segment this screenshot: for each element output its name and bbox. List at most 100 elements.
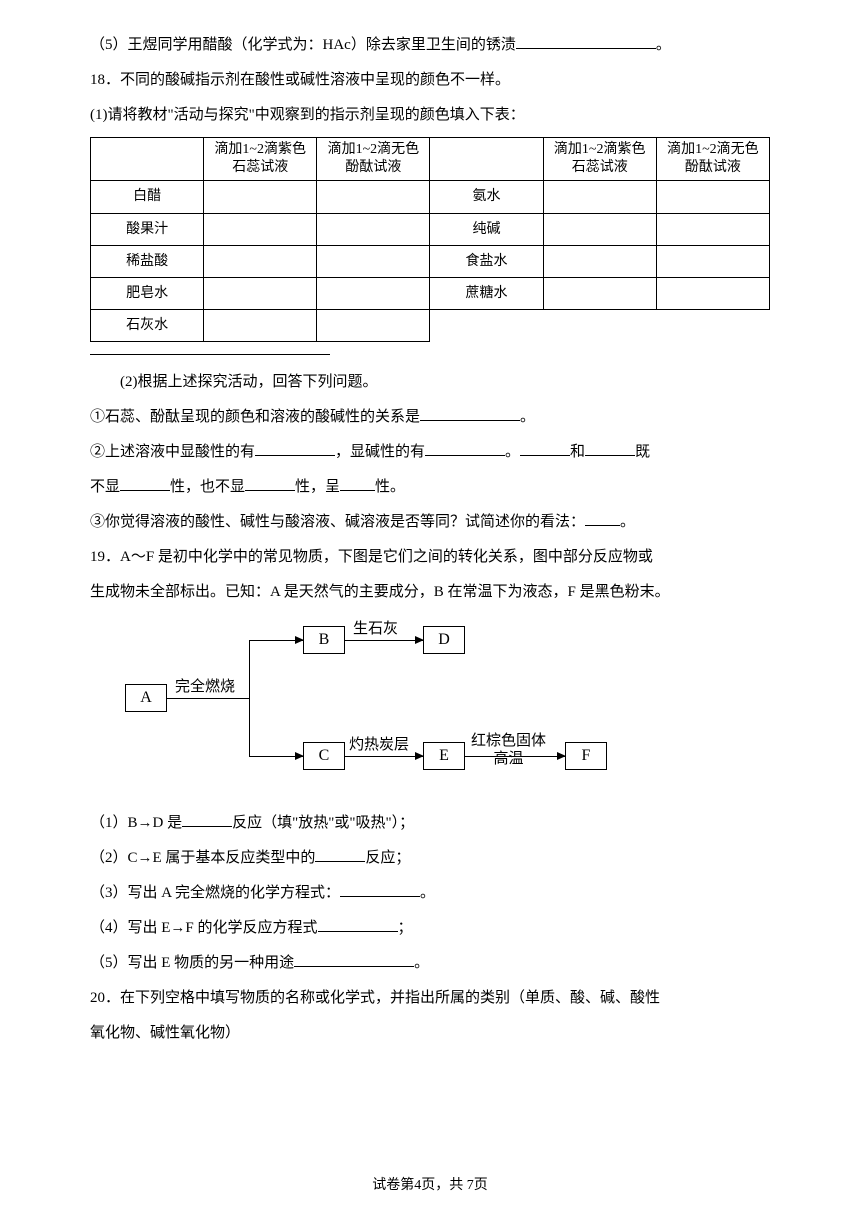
blank-input[interactable]	[340, 476, 375, 491]
q18-2: (2)根据上述探究活动，回答下列问题。	[90, 369, 770, 396]
blank-input[interactable]	[425, 441, 505, 456]
cell-input[interactable]	[317, 310, 430, 342]
page-footer: 试卷第4页，共 7页	[0, 1173, 860, 1198]
cell-juice: 酸果汁	[91, 213, 204, 245]
blank-input[interactable]	[182, 812, 232, 827]
blank-input[interactable]	[585, 511, 620, 526]
blank-input[interactable]	[315, 847, 365, 862]
cell-input[interactable]	[543, 213, 656, 245]
blank-input[interactable]	[318, 917, 398, 932]
th-phenol-1: 滴加1~2滴无色酚酞试液	[317, 138, 430, 181]
cell-input[interactable]	[204, 277, 317, 309]
q18-2-2-i: 性。	[375, 479, 405, 495]
cell-salt: 食盐水	[430, 245, 543, 277]
cell-hcl: 稀盐酸	[91, 245, 204, 277]
table-row: 酸果汁 纯碱	[91, 213, 770, 245]
cell-lime: 石灰水	[91, 310, 204, 342]
cell-sugar: 蔗糖水	[430, 277, 543, 309]
node-f: F	[565, 742, 607, 770]
q18-2-2-c: 。	[505, 444, 520, 460]
q18-2-2-e: 既	[635, 444, 650, 460]
q19-3-a: （3）写出 A 完全燃烧的化学方程式：	[90, 885, 340, 901]
cell-soda: 纯碱	[430, 213, 543, 245]
cell-input[interactable]	[543, 245, 656, 277]
cell-input[interactable]	[204, 310, 317, 342]
blank-input[interactable]	[255, 441, 335, 456]
node-d: D	[423, 626, 465, 654]
cell-input[interactable]	[317, 245, 430, 277]
cell-input[interactable]	[204, 245, 317, 277]
q18-2-2-f: 不显	[90, 479, 120, 495]
table-row: 稀盐酸 食盐水	[91, 245, 770, 277]
edge-arrow	[249, 756, 303, 757]
diagram-container: A 完全燃烧 B 生石灰 D C 灼热炭层 E 红棕色固体 高温 F	[125, 616, 770, 796]
cell-input[interactable]	[204, 181, 317, 213]
cell-input[interactable]	[656, 245, 769, 277]
label-lime: 生石灰	[353, 616, 398, 643]
cell-input[interactable]	[656, 181, 769, 213]
table-row: 白醋 氨水	[91, 181, 770, 213]
q19-4-a: （4）写出 E→F 的化学反应方程式	[90, 920, 318, 936]
q19-1-a: （1）B→D 是	[90, 815, 182, 831]
q17-5-blank[interactable]	[516, 34, 656, 49]
th-litmus-1: 滴加1~2滴紫色石蕊试液	[204, 138, 317, 181]
q18-2-2-d: 和	[570, 444, 585, 460]
cell-input[interactable]	[317, 181, 430, 213]
th-blank-2	[430, 138, 543, 181]
blank-input[interactable]	[245, 476, 295, 491]
q19-4-b: ；	[398, 920, 413, 936]
divider-line	[90, 354, 330, 355]
q19-2-a: （2）C→E 属于基本反应类型中的	[90, 850, 315, 866]
blank-input[interactable]	[294, 952, 414, 967]
q19-3-b: 。	[420, 885, 435, 901]
th-phenol-2: 滴加1~2滴无色酚酞试液	[656, 138, 769, 181]
q18-2-3-a: ③你觉得溶液的酸性、碱性与酸溶液、碱溶液是否等同？试简述你的看法：	[90, 514, 585, 530]
q20-b: 氧化物、碱性氧化物）	[90, 1020, 770, 1047]
q19-2-b: 反应；	[365, 850, 410, 866]
edge-arrow	[249, 640, 303, 641]
q19-5-a: （5）写出 E 物质的另一种用途	[90, 955, 294, 971]
node-a: A	[125, 684, 167, 712]
q18-1: (1)请将教材"活动与探究"中观察到的指示剂呈现的颜色填入下表：	[90, 102, 770, 129]
cell-soap: 肥皂水	[91, 277, 204, 309]
table-row: 肥皂水 蔗糖水	[91, 277, 770, 309]
node-e: E	[423, 742, 465, 770]
q17-5-end: 。	[656, 37, 671, 53]
q18-2-1-b: 。	[520, 409, 535, 425]
cell-input[interactable]	[204, 213, 317, 245]
cell-input[interactable]	[656, 213, 769, 245]
blank-input[interactable]	[340, 882, 420, 897]
q20-a: 20．在下列空格中填写物质的名称或化学式，并指出所属的类别（单质、酸、碱、酸性	[90, 985, 770, 1012]
q19-intro-b: 生成物未全部标出。已知：A 是天然气的主要成分，B 在常温下为液态，F 是黑色粉…	[90, 579, 770, 606]
blank-input[interactable]	[120, 476, 170, 491]
cell-input[interactable]	[543, 277, 656, 309]
q18-2-2-g: 性，也不显	[170, 479, 245, 495]
q18-2-2-b: ，显碱性的有	[335, 444, 425, 460]
cell-input[interactable]	[656, 277, 769, 309]
q18-2-2-h: 性，呈	[295, 479, 340, 495]
blank-input[interactable]	[520, 441, 570, 456]
label-redbrown-top: 红棕色固体	[471, 732, 546, 750]
q18-intro: 18．不同的酸碱指示剂在酸性或碱性溶液中呈现的颜色不一样。	[90, 67, 770, 94]
cell-input[interactable]	[317, 277, 430, 309]
q19-5-b: 。	[414, 955, 429, 971]
label-combust: 完全燃烧	[175, 674, 235, 701]
th-blank-1	[91, 138, 204, 181]
table-row: 石灰水	[91, 310, 770, 342]
blank-input[interactable]	[420, 406, 520, 421]
q17-5-text: （5）王煜同学用醋酸（化学式为：HAc）除去家里卫生间的锈渍	[90, 37, 516, 53]
cell-input[interactable]	[543, 181, 656, 213]
node-c: C	[303, 742, 345, 770]
q18-2-2-a: ②上述溶液中显酸性的有	[90, 444, 255, 460]
cell-ammonia: 氨水	[430, 181, 543, 213]
label-carbon: 灼热炭层	[349, 732, 409, 759]
q19-1-b: 反应（填"放热"或"吸热"）；	[232, 815, 414, 831]
q18-2-1-a: ①石蕊、酚酞呈现的颜色和溶液的酸碱性的关系是	[90, 409, 420, 425]
cell-input[interactable]	[317, 213, 430, 245]
q19-intro-a: 19．A～F 是初中化学中的常见物质，下图是它们之间的转化关系，图中部分反应物或	[90, 544, 770, 571]
label-redbrown: 红棕色固体 高温	[471, 732, 546, 768]
node-b: B	[303, 626, 345, 654]
blank-input[interactable]	[585, 441, 635, 456]
cell-vinegar: 白醋	[91, 181, 204, 213]
label-redbrown-bot: 高温	[471, 750, 546, 768]
